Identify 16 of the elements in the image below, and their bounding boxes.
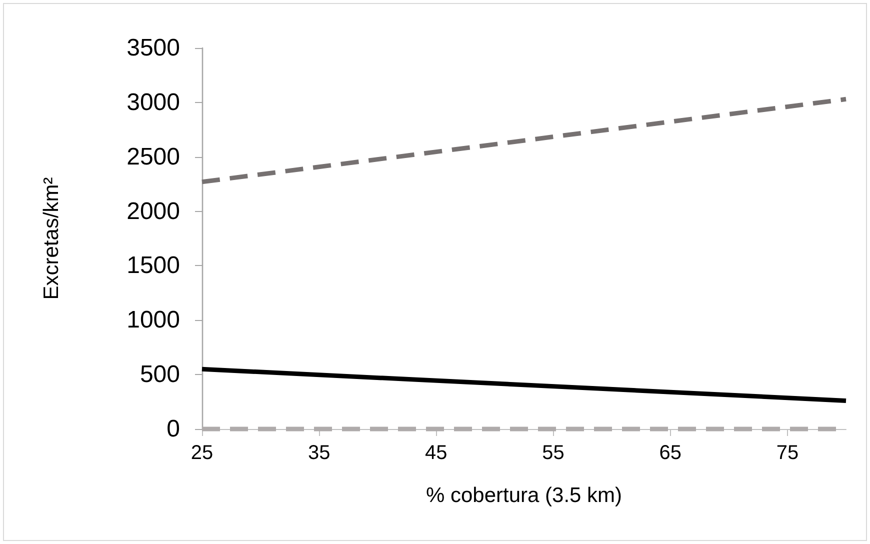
x-tick-label: 75: [776, 442, 799, 464]
y-axis-title: Excretas/km²: [40, 177, 63, 300]
x-tick-label: 45: [425, 442, 448, 464]
x-axis-title: % cobertura (3.5 km): [426, 484, 622, 507]
y-tick-label: 2500: [126, 143, 180, 170]
y-tick-label: 1000: [126, 306, 180, 334]
y-tick-label: 500: [140, 361, 180, 388]
y-tick-label: 0: [166, 416, 180, 442]
y-tick-label: 3500: [126, 34, 180, 62]
y-tick-label: 2000: [126, 198, 180, 225]
x-tick-label: 25: [190, 442, 214, 464]
x-tick-label: 35: [308, 442, 330, 464]
x-tick-label: 65: [659, 442, 682, 464]
x-tick-label: 55: [542, 442, 564, 464]
y-tick-label: 1500: [126, 252, 180, 280]
y-tick-label: 3000: [126, 88, 180, 116]
